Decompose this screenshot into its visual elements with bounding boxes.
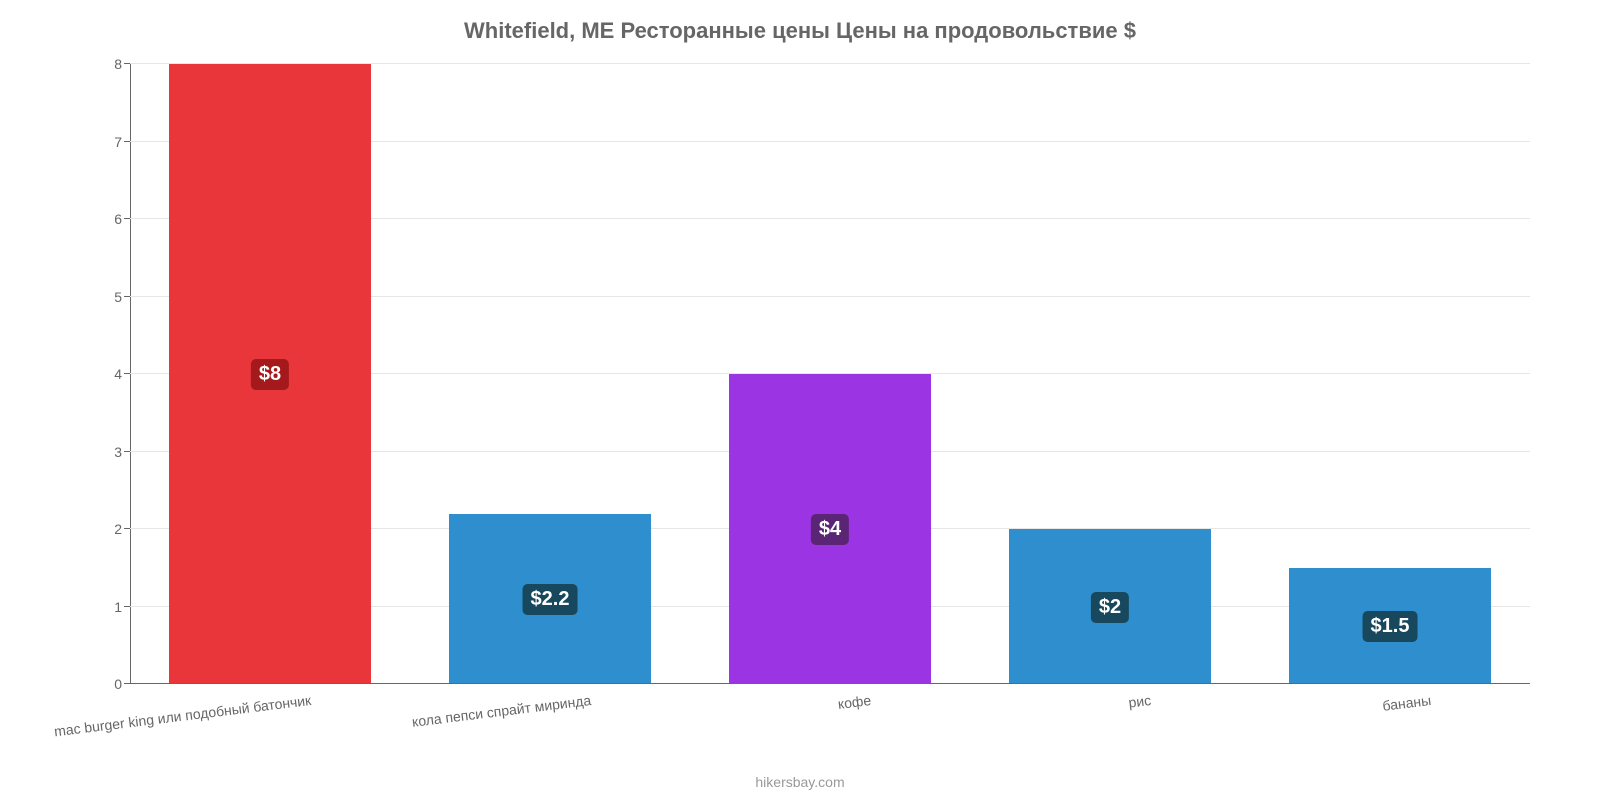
bar-value-label: $2: [1091, 592, 1129, 623]
y-axis: 012345678: [90, 64, 130, 684]
y-tick-label: 7: [92, 134, 122, 150]
x-tick-label: кофе: [837, 692, 872, 712]
y-tick-label: 6: [92, 211, 122, 227]
bar: $1.5: [1289, 568, 1491, 684]
bars-layer: $8 $2.2 $4 $2 $1.5: [130, 64, 1530, 684]
y-tick-mark: [124, 218, 130, 219]
bar-value-label: $2.2: [523, 584, 578, 615]
x-tick-label: рис: [1128, 692, 1152, 711]
y-tick-label: 0: [92, 676, 122, 692]
bar: $8: [169, 64, 371, 684]
y-tick-mark: [124, 63, 130, 64]
y-tick-mark: [124, 451, 130, 452]
y-tick-mark: [124, 528, 130, 529]
y-tick-label: 4: [92, 366, 122, 382]
chart-container: Whitefield, ME Ресторанные цены Цены на …: [0, 0, 1600, 800]
chart-plot-area: 012345678 $8$2.2$4$2$1.5: [130, 64, 1530, 684]
y-tick-mark: [124, 373, 130, 374]
y-tick-label: 5: [92, 289, 122, 305]
y-tick-mark: [124, 296, 130, 297]
bar: $2: [1009, 529, 1211, 684]
bar-value-label: $4: [811, 514, 849, 545]
x-tick-label: бананы: [1382, 692, 1432, 714]
bar: $2.2: [449, 514, 651, 685]
y-tick-label: 2: [92, 521, 122, 537]
y-tick-label: 3: [92, 444, 122, 460]
bar-value-label: $8: [251, 359, 289, 390]
y-tick-label: 1: [92, 599, 122, 615]
bar: $4: [729, 374, 931, 684]
y-tick-label: 8: [92, 56, 122, 72]
x-tick-label: mac burger king или подобный батончик: [53, 692, 312, 739]
x-axis-labels: mac burger king или подобный батончиккол…: [130, 684, 1530, 744]
x-tick-label: кола пепси спрайт миринда: [411, 692, 592, 730]
y-tick-mark: [124, 141, 130, 142]
y-tick-mark: [124, 606, 130, 607]
chart-title: Whitefield, ME Ресторанные цены Цены на …: [40, 18, 1560, 44]
bar-value-label: $1.5: [1363, 611, 1418, 642]
attribution-text: hikersbay.com: [755, 774, 844, 790]
